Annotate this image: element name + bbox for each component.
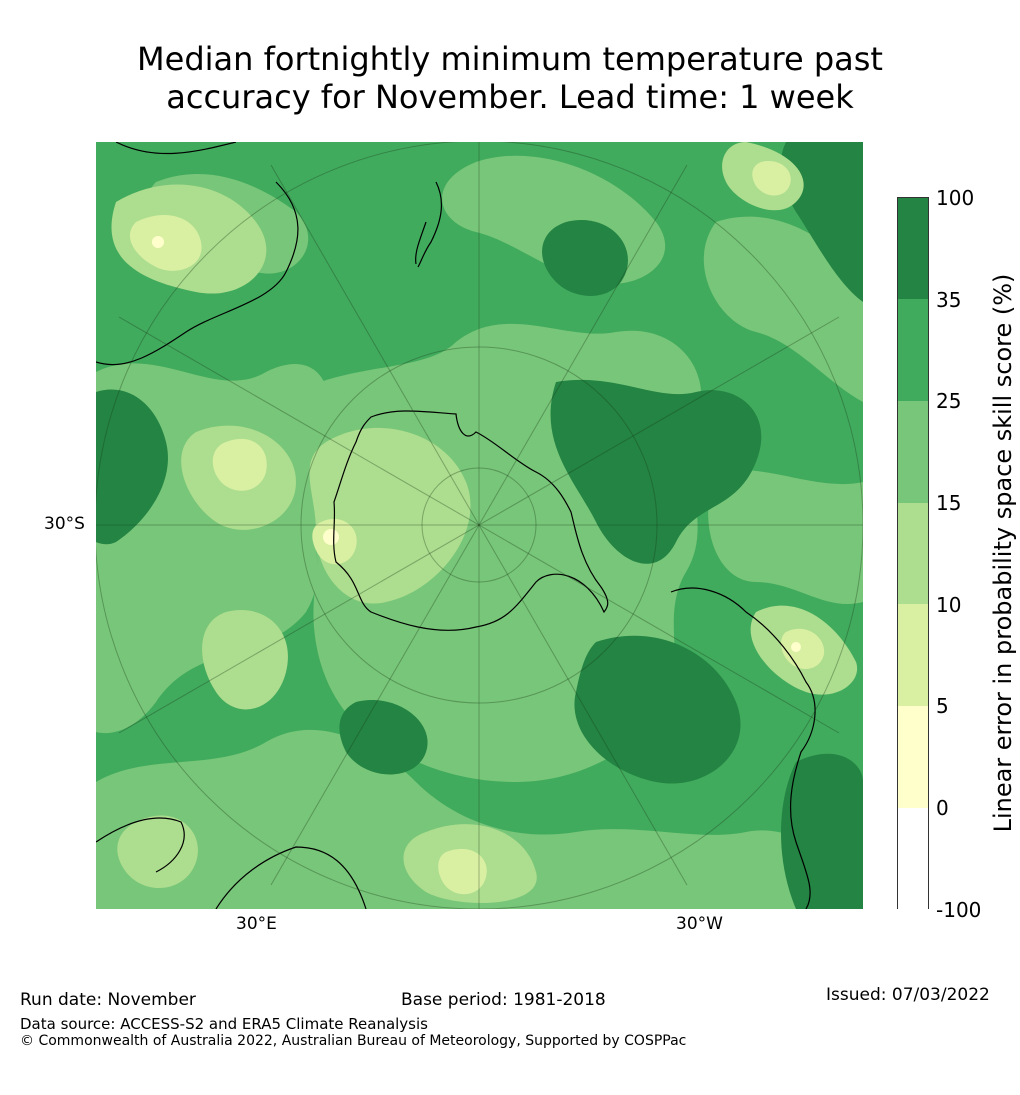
longitude-label-30w: 30°W	[676, 914, 723, 934]
polar-skill-map	[96, 142, 863, 909]
colorbar-tick: -100	[936, 898, 982, 922]
colorbar-bin-15-25	[898, 401, 928, 503]
colorbar-label: Linear error in probability space skill …	[989, 273, 1017, 833]
antarctica-coastline	[333, 410, 609, 631]
title-line-1: Median fortnightly minimum temperature p…	[137, 40, 883, 78]
chart-title: Median fortnightly minimum temperature p…	[0, 40, 1020, 116]
south-america-coastline	[670, 587, 816, 909]
copyright: © Commonwealth of Australia 2022, Austra…	[20, 1033, 687, 1049]
australia-coastline	[96, 142, 299, 366]
graticule	[96, 142, 863, 909]
run-date: Run date: November	[20, 990, 196, 1010]
africa-coastline	[96, 817, 367, 909]
colorbar-tick: 100	[936, 186, 975, 210]
colorbar-bin-neg100-0	[898, 808, 928, 910]
colorbar-tick: 10	[936, 593, 962, 617]
skill-band-10-15	[111, 142, 858, 903]
new-zealand-coastline	[415, 181, 442, 268]
colorbar-tick: 0	[936, 796, 949, 820]
issued-date: Issued: 07/03/2022	[826, 985, 990, 1005]
data-source: Data source: ACCESS-S2 and ERA5 Climate …	[20, 1015, 428, 1033]
colorbar-bin-10-15	[898, 503, 928, 604]
map-canvas	[96, 142, 863, 909]
colorbar	[897, 197, 929, 910]
skill-band-0-5	[152, 236, 801, 652]
colorbar-tick: 35	[936, 288, 962, 312]
colorbar-tick: 5	[936, 694, 949, 718]
colorbar-bin-25-35	[898, 299, 928, 401]
latitude-label-30s: 30°S	[44, 514, 85, 534]
title-line-2: accuracy for November. Lead time: 1 week	[166, 78, 854, 116]
base-period: Base period: 1981-2018	[401, 990, 606, 1010]
coastlines	[96, 142, 816, 909]
colorbar-bin-0-5	[898, 706, 928, 808]
longitude-label-30e: 30°E	[236, 914, 277, 934]
colorbar-tick: 15	[936, 491, 962, 515]
colorbar-bin-35-100	[898, 198, 928, 299]
colorbar-bin-5-10	[898, 604, 928, 706]
colorbar-tick: 25	[936, 389, 962, 413]
